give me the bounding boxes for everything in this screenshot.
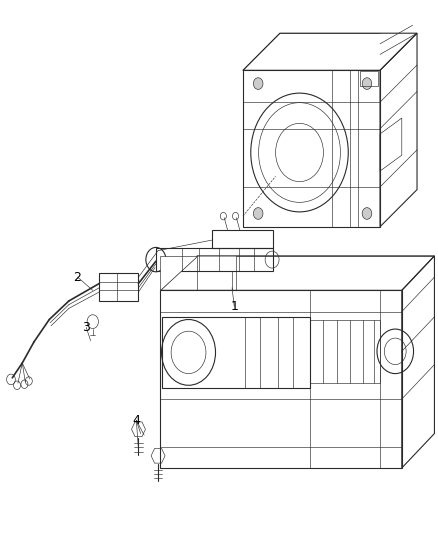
Text: 2: 2 [74, 271, 81, 284]
Polygon shape [160, 256, 197, 290]
Text: 4: 4 [132, 414, 140, 427]
Text: 1: 1 [230, 300, 238, 313]
Text: 3: 3 [82, 321, 90, 334]
Circle shape [220, 213, 226, 220]
Circle shape [362, 208, 372, 219]
Circle shape [253, 78, 263, 90]
Circle shape [253, 208, 263, 219]
Circle shape [362, 78, 372, 90]
Circle shape [233, 213, 239, 220]
